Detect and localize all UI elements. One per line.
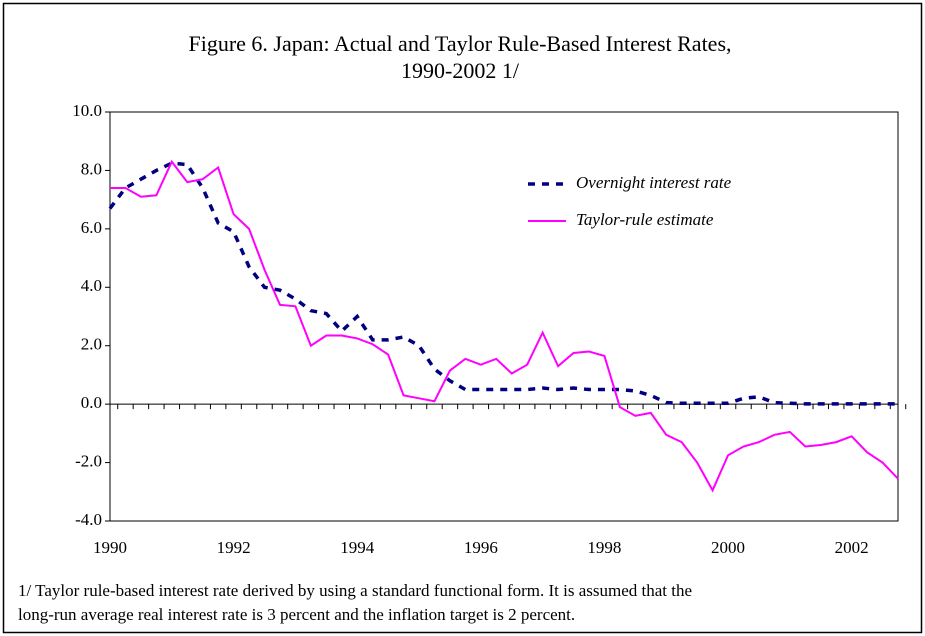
footnote: 1/ Taylor rule-based interest rate deriv… <box>18 581 692 600</box>
y-tick-label: 10.0 <box>72 101 102 120</box>
x-tick-label: 2002 <box>835 538 869 557</box>
x-tick-label: 1996 <box>464 538 498 557</box>
y-tick-label: 0.0 <box>81 393 102 412</box>
footnote: long-run average real interest rate is 3… <box>18 605 575 624</box>
chart-title: 1990-2002 1/ <box>401 58 520 83</box>
series-line <box>108 161 898 406</box>
plot-area <box>109 111 899 522</box>
y-tick-label: 2.0 <box>81 335 102 354</box>
x-tick-label: 1994 <box>340 538 375 557</box>
legend-label: Overnight interest rate <box>576 173 732 192</box>
y-tick-label: 8.0 <box>81 159 102 178</box>
y-tick-label: -2.0 <box>75 451 102 470</box>
x-tick-label: 1992 <box>217 538 251 557</box>
x-tick-label: 1998 <box>587 538 621 557</box>
x-tick-label: 2000 <box>711 538 745 557</box>
y-tick-label: 4.0 <box>81 276 102 295</box>
x-tick-label: 1990 <box>93 538 127 557</box>
legend-label: Taylor-rule estimate <box>576 210 714 229</box>
y-tick-label: 6.0 <box>81 218 102 237</box>
series-line <box>110 159 899 493</box>
chart-title: Figure 6. Japan: Actual and Taylor Rule-… <box>188 31 731 56</box>
y-tick-label: -4.0 <box>75 510 102 529</box>
